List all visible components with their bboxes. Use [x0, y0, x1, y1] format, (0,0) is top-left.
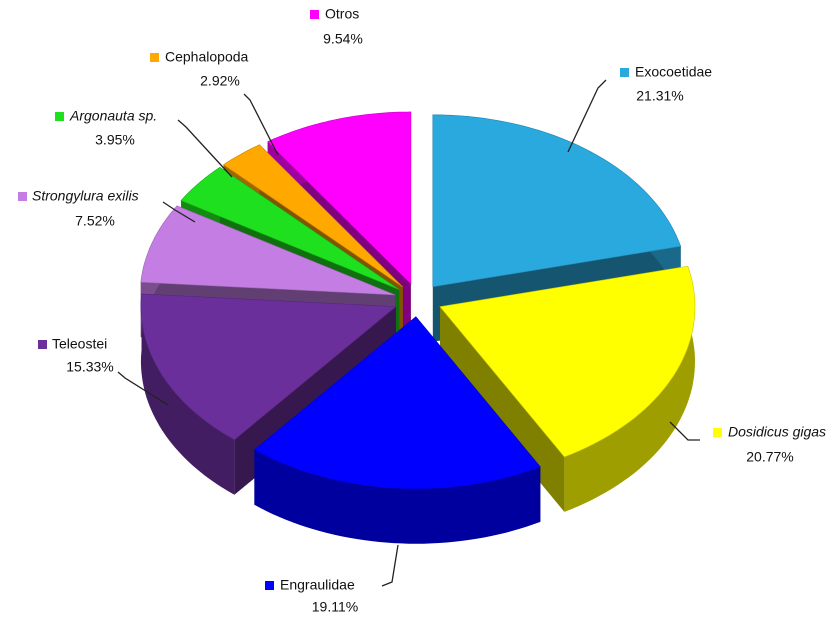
chart: Exocoetidae 21.31% Dosidicus gigas 20.77% En… — [0, 0, 837, 622]
legend-swatch — [265, 581, 274, 590]
leader-line — [178, 120, 232, 177]
slice-value-label: 9.54% — [323, 31, 363, 47]
legend-swatch — [310, 10, 319, 19]
legend-swatch — [55, 112, 64, 121]
slice-value-label: 15.33% — [66, 359, 113, 375]
slice-value-label: 21.31% — [636, 88, 683, 104]
slice-label: Argonauta sp. — [69, 108, 157, 124]
slice-value-label: 2.92% — [200, 73, 240, 89]
legend-swatch — [150, 53, 159, 62]
slice-label: Exocoetidae — [635, 64, 712, 80]
legend-swatch — [18, 192, 27, 201]
slice-label: Strongylura exilis — [32, 188, 139, 204]
leader-line — [382, 545, 398, 586]
slice-value-label: 20.77% — [746, 449, 793, 465]
slice-value-label: 19.11% — [312, 599, 358, 615]
slice-label: Cephalopoda — [165, 49, 249, 65]
slice-value-label: 7.52% — [75, 213, 115, 229]
slice-label: Engraulidae — [280, 577, 355, 593]
slice-value-label: 3.95% — [95, 132, 135, 148]
legend-swatch — [713, 428, 722, 437]
slice-label: Dosidicus gigas — [728, 424, 826, 440]
legend-swatch — [38, 340, 47, 349]
leader-line — [568, 80, 606, 152]
slice-label: Otros — [325, 6, 359, 22]
slice-label: Teleostei — [52, 336, 107, 352]
legend-swatch — [620, 68, 629, 77]
